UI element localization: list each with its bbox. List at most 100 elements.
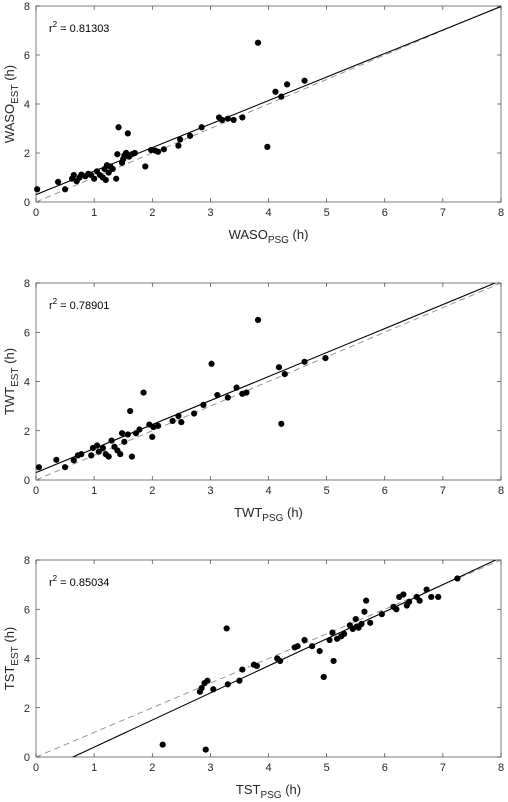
data-point (117, 451, 124, 458)
data-point (214, 391, 221, 399)
data-point (159, 741, 166, 748)
data-point (236, 677, 243, 684)
data-point (277, 657, 284, 665)
data-point (254, 316, 262, 324)
y-tick-label: 0 (24, 197, 30, 209)
data-point (175, 412, 182, 420)
y-axis-label-unit: (h) (2, 348, 17, 368)
y-tick-label: 8 (24, 1, 30, 13)
y-axis-label-main: TST (2, 666, 17, 691)
y-tick-label: 4 (24, 99, 30, 111)
r-squared-exponent: 2 (53, 297, 58, 306)
data-point (93, 442, 101, 449)
data-point (102, 176, 109, 184)
data-point (108, 437, 115, 444)
data-point (198, 684, 205, 692)
x-tick-label: 8 (498, 485, 504, 497)
data-point (284, 81, 291, 88)
x-tick-label: 4 (265, 207, 271, 219)
regression-line (71, 560, 498, 757)
x-tick-label: 3 (207, 485, 213, 497)
data-point (352, 616, 359, 623)
data-point (61, 464, 69, 471)
r-squared-exponent: 2 (53, 20, 58, 29)
data-point (367, 619, 374, 626)
y-axis-label: TWTEST (h) (2, 348, 21, 415)
data-point (204, 677, 211, 684)
data-point (406, 598, 413, 605)
data-point (177, 136, 184, 143)
y-axis-label-unit: (h) (2, 627, 17, 647)
data-point (154, 148, 162, 155)
x-tick-label: 0 (33, 762, 39, 774)
data-point (254, 39, 262, 46)
data-point (149, 433, 156, 441)
x-tick-label: 8 (498, 207, 504, 219)
data-point (54, 178, 62, 186)
data-point (160, 146, 167, 153)
data-point (239, 114, 246, 121)
data-point (136, 426, 143, 433)
data-point (278, 420, 285, 427)
y-tick-label: 6 (24, 50, 30, 62)
y-tick-label: 0 (24, 752, 30, 764)
x-tick-label: 8 (498, 762, 504, 774)
data-point (105, 169, 112, 176)
data-point (114, 151, 121, 158)
x-tick-label: 5 (324, 485, 330, 497)
data-point (121, 438, 128, 445)
data-point (124, 130, 131, 137)
data-point (416, 597, 423, 604)
data-point (131, 149, 138, 157)
x-tick-label: 2 (149, 485, 155, 497)
r-squared-value: = 0.81303 (57, 23, 109, 35)
data-point (224, 681, 231, 688)
data-point (140, 389, 147, 396)
x-axis-label-main: TST (236, 782, 261, 797)
data-point (88, 452, 95, 459)
y-tick-label: 8 (24, 555, 30, 567)
y-tick-label: 6 (24, 327, 30, 339)
x-axis-label-main: TWT (234, 505, 262, 520)
y-axis-label-subscript: EST (10, 84, 21, 103)
x-tick-label: 2 (149, 207, 155, 219)
x-tick-label: 5 (324, 207, 330, 219)
data-point (78, 451, 85, 458)
data-point (99, 444, 106, 452)
data-point (61, 186, 69, 193)
data-point (301, 358, 308, 365)
data-point (53, 456, 60, 463)
r-squared-value: = 0.78901 (57, 300, 109, 312)
data-point (320, 673, 327, 681)
y-tick-label: 0 (24, 475, 30, 487)
data-point (70, 171, 77, 179)
x-tick-label: 1 (91, 207, 97, 219)
x-tick-label: 0 (33, 485, 39, 497)
x-tick-label: 7 (440, 762, 446, 774)
data-point (239, 666, 246, 673)
data-point (423, 586, 430, 593)
data-point (150, 423, 157, 431)
data-point (243, 389, 250, 396)
data-point (329, 629, 336, 636)
data-point (154, 422, 162, 429)
data-point (198, 124, 205, 131)
data-point (200, 401, 207, 408)
data-point (128, 453, 136, 460)
data-point (70, 457, 77, 464)
y-tick-label: 2 (24, 148, 30, 160)
data-point (208, 360, 215, 367)
data-point (169, 417, 176, 424)
data-point (340, 630, 348, 637)
data-point (202, 746, 209, 753)
data-point (281, 371, 288, 378)
data-point (233, 384, 240, 391)
data-point (361, 608, 368, 615)
data-point (378, 611, 385, 618)
data-point (294, 643, 301, 650)
data-point (435, 593, 442, 601)
data-point (124, 431, 131, 438)
regression-line (36, 6, 501, 196)
data-point (316, 648, 323, 655)
